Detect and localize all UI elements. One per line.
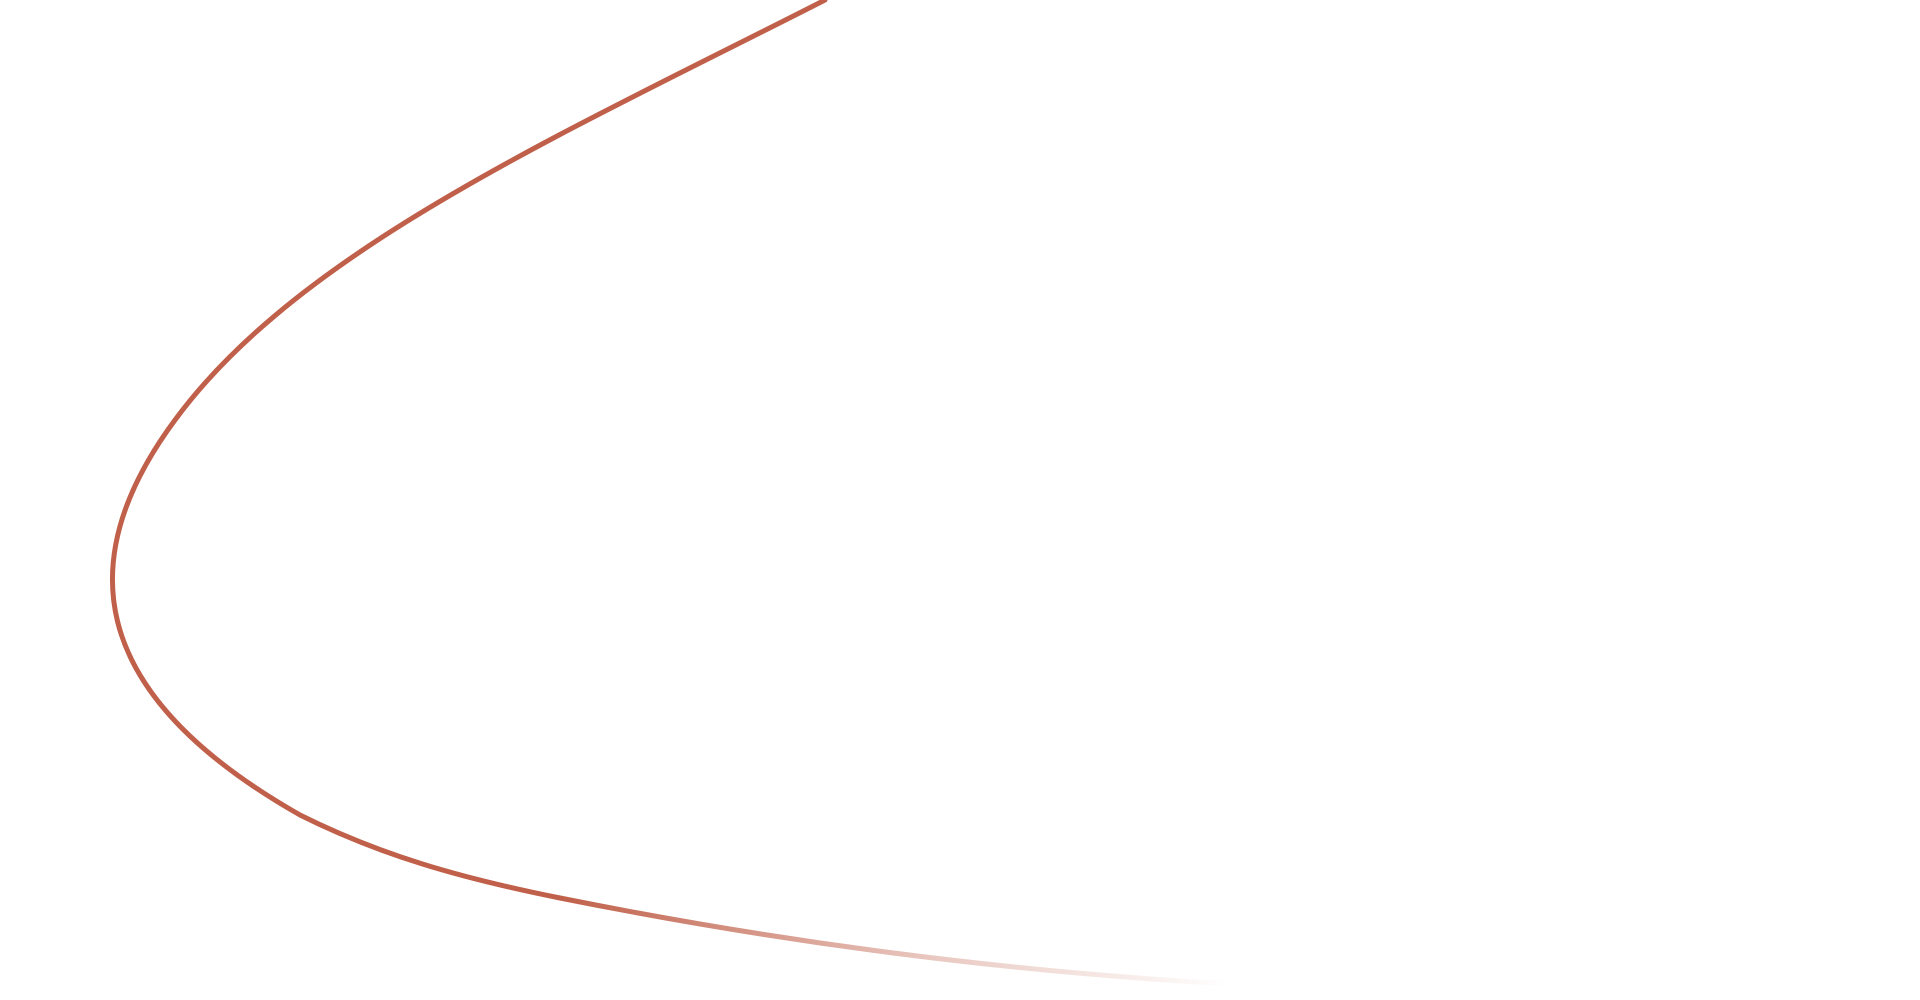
decorative-curve <box>110 0 828 901</box>
decorative-curve-fade <box>557 895 1233 987</box>
